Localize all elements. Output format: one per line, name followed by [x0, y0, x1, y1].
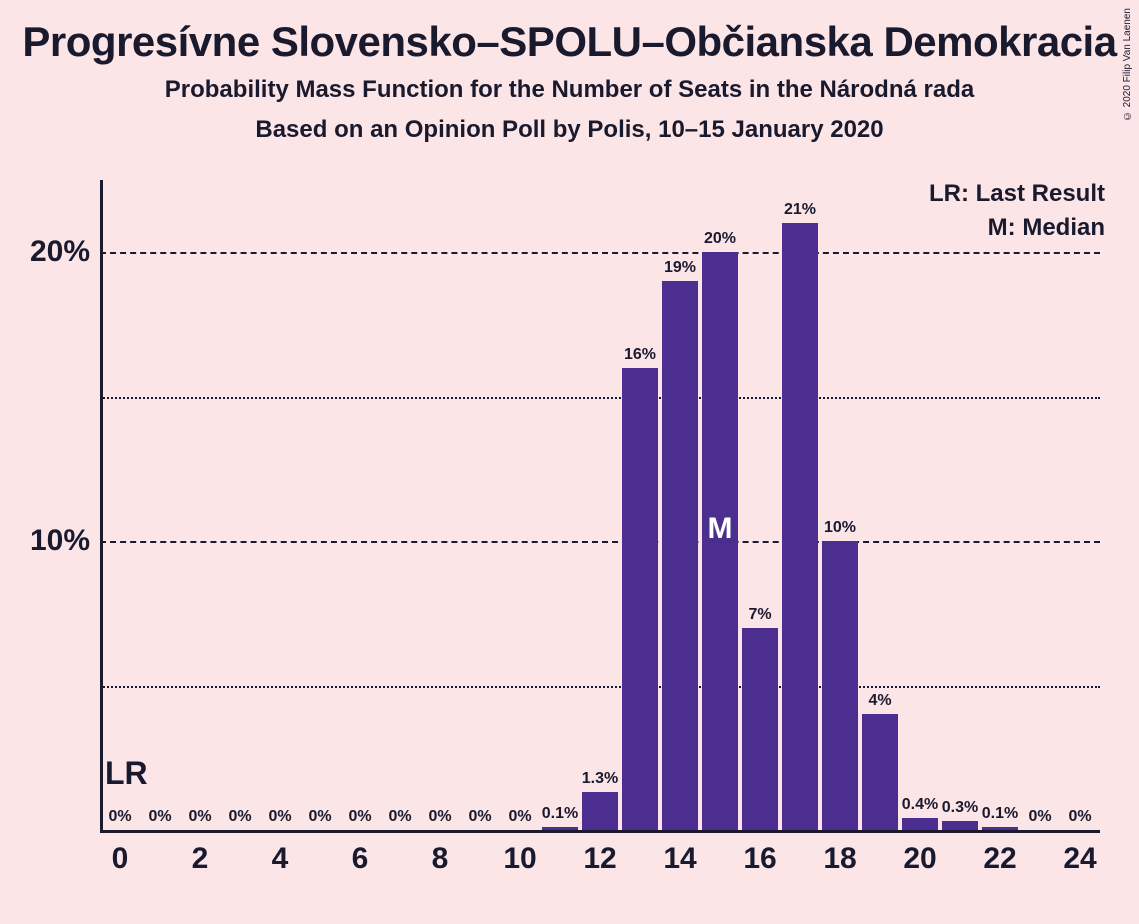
chart-title: Progresívne Slovensko–SPOLU–Občianska De… — [0, 0, 1139, 66]
bar — [902, 818, 939, 830]
bar-value-label: 0% — [428, 808, 451, 826]
bar-value-label: 4% — [868, 692, 891, 710]
gridline-major — [100, 252, 1100, 254]
x-axis-tick-label: 4 — [272, 842, 289, 876]
bar — [742, 628, 779, 830]
bar-value-label: 0% — [308, 808, 331, 826]
copyright-text: © 2020 Filip Van Laenen — [1122, 8, 1133, 121]
x-axis — [100, 830, 1100, 833]
bar-value-label: 19% — [664, 259, 696, 277]
gridline-minor — [100, 397, 1100, 399]
bar-value-label: 0% — [268, 808, 291, 826]
bar-value-label: 0% — [1068, 808, 1091, 826]
gridline-minor — [100, 686, 1100, 688]
bar-value-label: 0% — [508, 808, 531, 826]
x-axis-tick-label: 22 — [983, 842, 1016, 876]
gridline-major — [100, 541, 1100, 543]
x-axis-tick-label: 6 — [352, 842, 369, 876]
bar-value-label: 0% — [108, 808, 131, 826]
bar — [862, 714, 899, 830]
bar-value-label: 0% — [228, 808, 251, 826]
bar-value-label: 10% — [824, 519, 856, 537]
x-axis-tick-label: 18 — [823, 842, 856, 876]
bar-value-label: 0% — [1028, 808, 1051, 826]
bar-value-label: 16% — [624, 346, 656, 364]
bar-value-label: 0.4% — [902, 796, 938, 814]
y-axis-tick-label: 10% — [10, 524, 90, 558]
bar — [582, 792, 619, 830]
bar-value-label: 0.1% — [542, 805, 578, 823]
bar-value-label: 0% — [468, 808, 491, 826]
bar — [942, 821, 979, 830]
bar-value-label: 0.3% — [942, 799, 978, 817]
bar — [622, 368, 659, 830]
x-axis-tick-label: 10 — [503, 842, 536, 876]
bar-value-label: 21% — [784, 201, 816, 219]
y-axis — [100, 180, 103, 830]
x-axis-tick-label: 16 — [743, 842, 776, 876]
bar-value-label: 1.3% — [582, 770, 618, 788]
bar-value-label: 0% — [148, 808, 171, 826]
bar-value-label: 0% — [188, 808, 211, 826]
last-result-marker: LR — [105, 755, 148, 792]
x-axis-tick-label: 8 — [432, 842, 449, 876]
bar — [782, 223, 819, 830]
bar-value-label: 7% — [748, 606, 771, 624]
bar-value-label: 0.1% — [982, 805, 1018, 823]
bar-value-label: 20% — [704, 230, 736, 248]
bar-value-label: 0% — [388, 808, 411, 826]
bar-value-label: 0% — [348, 808, 371, 826]
bar — [822, 541, 859, 830]
x-axis-tick-label: 20 — [903, 842, 936, 876]
x-axis-tick-label: 24 — [1063, 842, 1096, 876]
chart-subtitle-1: Probability Mass Function for the Number… — [0, 76, 1139, 104]
y-axis-tick-label: 20% — [10, 235, 90, 269]
pmf-bar-chart: 10%20%0%0%0%0%0%0%0%0%0%0%0%0.1%1.3%16%1… — [100, 180, 1100, 830]
bar — [662, 281, 699, 830]
x-axis-tick-label: 2 — [192, 842, 209, 876]
x-axis-tick-label: 0 — [112, 842, 129, 876]
x-axis-tick-label: 14 — [663, 842, 696, 876]
chart-subtitle-2: Based on an Opinion Poll by Polis, 10–15… — [0, 116, 1139, 144]
median-marker: M — [708, 512, 733, 546]
x-axis-tick-label: 12 — [583, 842, 616, 876]
